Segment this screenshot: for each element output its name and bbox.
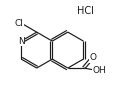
Text: Cl: Cl [15, 19, 24, 28]
Text: N: N [18, 37, 25, 46]
Text: HCl: HCl [76, 6, 93, 16]
Text: OH: OH [92, 66, 106, 75]
Text: O: O [89, 53, 96, 62]
